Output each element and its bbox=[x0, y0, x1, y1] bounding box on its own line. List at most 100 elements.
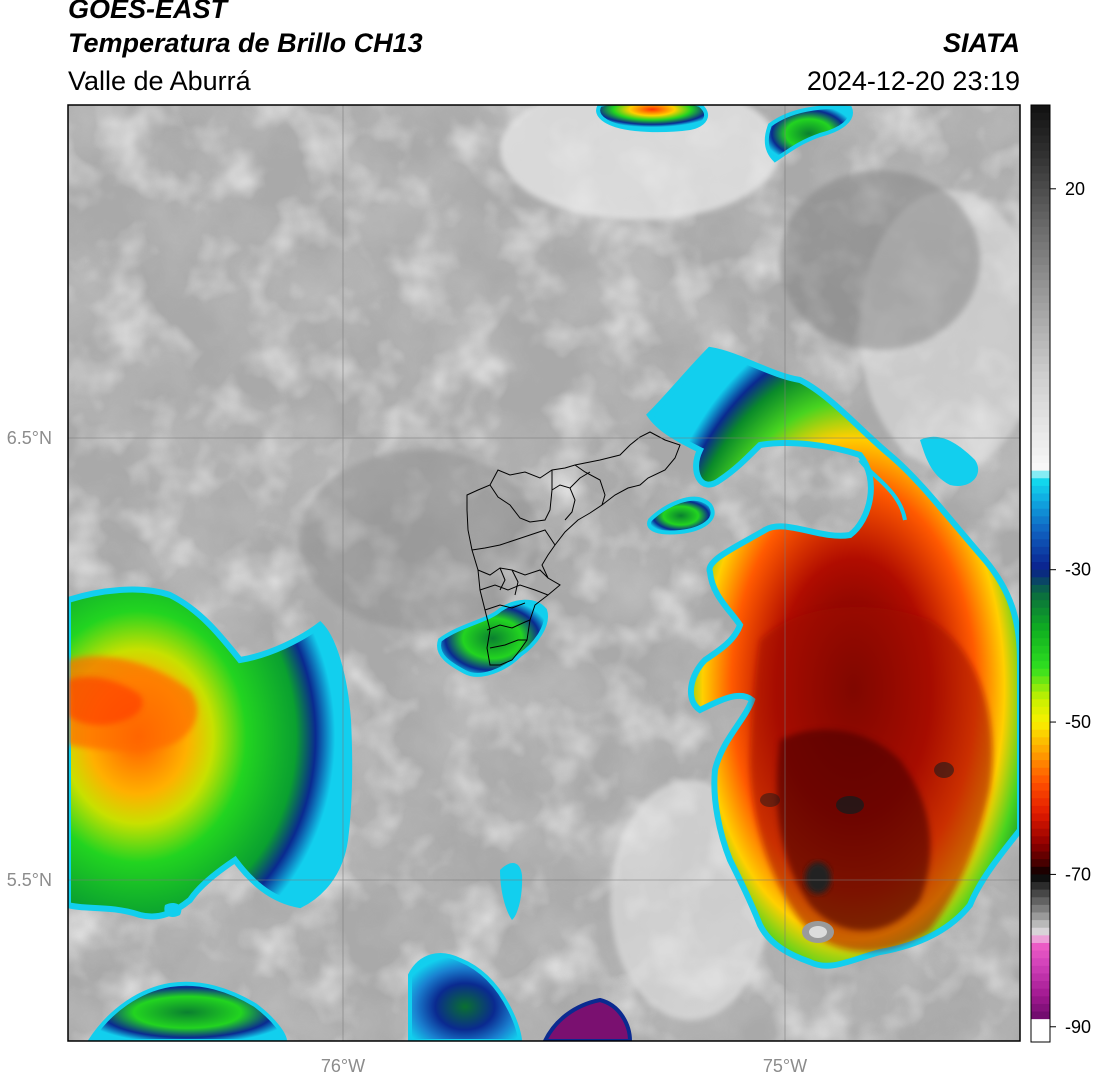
colorbar-band bbox=[1031, 158, 1050, 167]
colorbar-band bbox=[1031, 257, 1050, 266]
colorbar-band bbox=[1031, 539, 1050, 548]
colorbar-band bbox=[1031, 973, 1050, 982]
colorbar-band bbox=[1031, 935, 1050, 944]
storm-west bbox=[68, 586, 353, 920]
colorbar-band bbox=[1031, 165, 1050, 175]
colorbar-band bbox=[1031, 120, 1050, 129]
colorbar-band bbox=[1031, 744, 1050, 754]
colorbar-band bbox=[1031, 310, 1050, 319]
colorbar-band bbox=[1031, 348, 1050, 357]
colorbar-band bbox=[1031, 379, 1050, 388]
colorbar-band bbox=[1031, 173, 1050, 182]
colorbar-bands bbox=[1031, 105, 1050, 1043]
colorbar-band bbox=[1031, 699, 1050, 708]
colorbar: 20 -30 -50 -70 -90 bbox=[1030, 104, 1091, 1043]
lat-tick-5-5n: 5.5°N bbox=[7, 870, 52, 890]
map-area bbox=[68, 105, 1020, 1041]
colorbar-band bbox=[1031, 318, 1050, 327]
colorbar-band bbox=[1031, 767, 1050, 776]
colorbar-band bbox=[1031, 912, 1050, 921]
colorbar-band bbox=[1031, 942, 1050, 952]
lon-tick-76w: 76°W bbox=[321, 1056, 365, 1076]
colorbar-band bbox=[1031, 775, 1050, 784]
colorbar-band bbox=[1031, 950, 1050, 959]
colorbar-band bbox=[1031, 805, 1050, 815]
colorbar-band bbox=[1031, 691, 1050, 700]
colorbar-band bbox=[1031, 554, 1050, 563]
colorbar-band bbox=[1031, 386, 1050, 396]
colorbar-band bbox=[1031, 897, 1050, 906]
colorbar-band bbox=[1031, 927, 1050, 936]
colorbar-band bbox=[1031, 836, 1050, 845]
colorbar-band bbox=[1031, 447, 1050, 457]
colorbar-band bbox=[1031, 295, 1050, 304]
colorbar-band bbox=[1031, 470, 1050, 479]
colorbar-band bbox=[1031, 424, 1050, 434]
colorbar-band bbox=[1031, 592, 1050, 601]
colorbar-frame bbox=[1030, 104, 1051, 1043]
colorbar-band bbox=[1031, 523, 1050, 533]
colorbar-band bbox=[1031, 409, 1050, 418]
colorbar-band bbox=[1031, 1003, 1050, 1013]
colorbar-band bbox=[1031, 135, 1050, 144]
colorbar-band bbox=[1031, 889, 1050, 898]
colorbar-band bbox=[1031, 280, 1050, 289]
colorbar-band bbox=[1031, 501, 1050, 510]
map-frame bbox=[67, 104, 1021, 1042]
colorbar-band bbox=[1031, 958, 1050, 967]
colorbar-band bbox=[1031, 638, 1050, 647]
colorbar-band bbox=[1031, 714, 1050, 723]
colorbar-band bbox=[1031, 577, 1050, 586]
colorbar-band bbox=[1031, 859, 1050, 868]
colorbar-band bbox=[1031, 562, 1050, 571]
colorbar-band bbox=[1031, 356, 1050, 365]
colorbar-band bbox=[1031, 661, 1050, 670]
colorbar-band bbox=[1031, 623, 1050, 632]
colorbar-band bbox=[1031, 143, 1050, 152]
colorbar-band bbox=[1031, 1034, 1050, 1043]
colorbar-band bbox=[1031, 706, 1050, 716]
colorbar-band bbox=[1031, 287, 1050, 297]
colorbar-band bbox=[1031, 127, 1050, 137]
colorbar-band bbox=[1031, 264, 1050, 274]
colorbar-band bbox=[1031, 645, 1050, 655]
colorbar-band bbox=[1031, 150, 1050, 159]
colorbar-band bbox=[1031, 843, 1050, 853]
colorbar-band bbox=[1031, 782, 1050, 792]
colorbar-band bbox=[1031, 813, 1050, 822]
colorbar-tick-label: -30 bbox=[1065, 560, 1091, 580]
colorbar-band bbox=[1031, 188, 1050, 198]
region-label: Valle de Aburrá bbox=[68, 66, 251, 96]
colorbar-band bbox=[1031, 737, 1050, 746]
colorbar-band bbox=[1031, 242, 1050, 251]
colorbar-band bbox=[1031, 211, 1050, 220]
colorbar-band bbox=[1031, 508, 1050, 517]
colorbar-band bbox=[1031, 371, 1050, 380]
colorbar-band bbox=[1031, 394, 1050, 403]
colorbar-band bbox=[1031, 485, 1050, 495]
colorbar-band bbox=[1031, 600, 1050, 609]
lon-tick-75w: 75°W bbox=[763, 1056, 807, 1076]
colorbar-band bbox=[1031, 996, 1050, 1005]
colorbar-band bbox=[1031, 1019, 1050, 1028]
lat-tick-6-5n: 6.5°N bbox=[7, 428, 52, 448]
colorbar-band bbox=[1031, 325, 1050, 335]
colorbar-band bbox=[1031, 821, 1050, 830]
colorbar-band bbox=[1031, 874, 1050, 883]
colorbar-band bbox=[1031, 204, 1050, 213]
colorbar-band bbox=[1031, 272, 1050, 281]
colorbar-band bbox=[1031, 1011, 1050, 1020]
product-title: Temperatura de Brillo CH13 bbox=[68, 28, 423, 58]
colorbar-band bbox=[1031, 828, 1050, 837]
colorbar-band bbox=[1031, 790, 1050, 799]
colorbar-band bbox=[1031, 760, 1050, 769]
colorbar-band bbox=[1031, 965, 1050, 975]
colorbar-band bbox=[1031, 630, 1050, 639]
colorbar-band bbox=[1031, 683, 1050, 693]
colorbar-band bbox=[1031, 668, 1050, 677]
colorbar-band bbox=[1031, 303, 1050, 312]
datetime-label: 2024-12-20 23:19 bbox=[806, 66, 1020, 96]
colorbar-band bbox=[1031, 615, 1050, 624]
colorbar-band bbox=[1031, 112, 1050, 121]
colorbar-band bbox=[1031, 234, 1050, 243]
